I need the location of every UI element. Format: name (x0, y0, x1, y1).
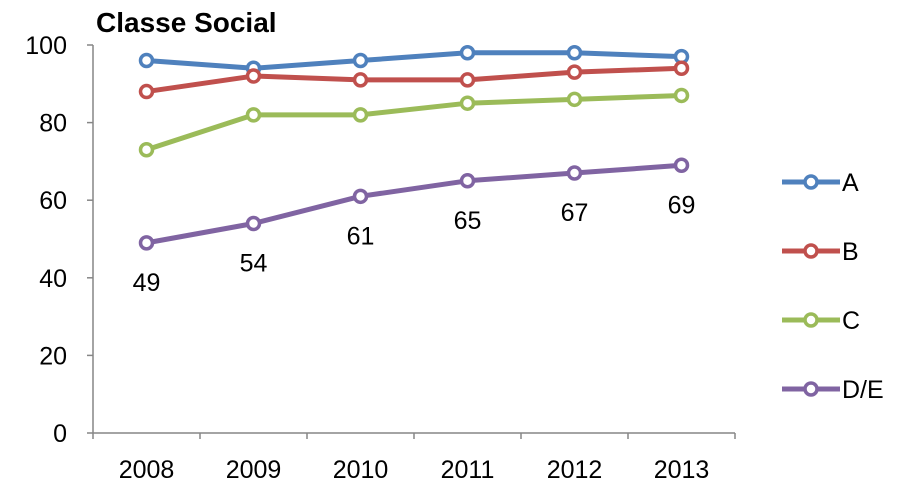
legend-marker-d-e (803, 381, 819, 397)
data-point-c (138, 142, 155, 158)
legend-label-a: A (842, 169, 859, 197)
legend-marker-c (803, 312, 819, 328)
data-point-b (459, 72, 476, 88)
data-point-d-e (245, 215, 262, 232)
data-point-c (673, 87, 690, 104)
y-tick-label: 40 (39, 265, 67, 293)
legend-label-c: C (842, 307, 860, 335)
data-label: 49 (133, 269, 161, 297)
series-line-d-e (146, 162, 682, 246)
series-line-a (146, 50, 682, 71)
series-line-b (146, 65, 682, 95)
data-label: 67 (561, 199, 589, 227)
data-point-a (138, 52, 155, 69)
data-label: 54 (240, 249, 268, 277)
legend-label-d-e: D/E (842, 376, 884, 404)
data-point-c (245, 107, 262, 123)
data-point-c (566, 91, 583, 108)
legend-marker-a (803, 174, 819, 190)
y-tick-label: 0 (53, 420, 67, 448)
x-tick-label: 2012 (547, 456, 603, 484)
data-point-d-e (459, 173, 476, 189)
data-point-a (459, 45, 476, 61)
data-point-d-e (673, 157, 690, 174)
data-point-a (566, 45, 583, 61)
x-tick-label: 2009 (226, 456, 282, 484)
data-point-b (352, 72, 369, 88)
data-point-b (566, 64, 583, 80)
y-tick-label: 100 (25, 32, 67, 60)
data-point-d-e (352, 188, 369, 205)
x-tick-label: 2011 (441, 456, 495, 484)
y-tick-label: 60 (39, 187, 67, 215)
data-point-c (459, 95, 476, 111)
data-label: 69 (668, 191, 696, 219)
y-tick-label: 20 (39, 342, 67, 370)
data-point-b (245, 68, 262, 84)
data-label: 65 (454, 207, 482, 235)
data-point-b (138, 83, 155, 100)
series-line-c (145, 92, 682, 153)
y-tick-label: 80 (39, 110, 67, 138)
data-point-d-e (566, 165, 583, 181)
data-point-c (352, 107, 369, 123)
x-tick-label: 2013 (654, 456, 710, 484)
data-point-d-e (138, 235, 155, 251)
data-point-b (673, 60, 690, 77)
legend-marker-b (803, 243, 819, 259)
x-tick-label: 2010 (333, 456, 389, 484)
chart-title: Classe Social (96, 7, 277, 38)
x-tick-label: 2008 (119, 456, 175, 484)
legend-label-b: B (842, 238, 859, 266)
data-label: 61 (347, 222, 375, 250)
data-point-a (352, 52, 369, 69)
